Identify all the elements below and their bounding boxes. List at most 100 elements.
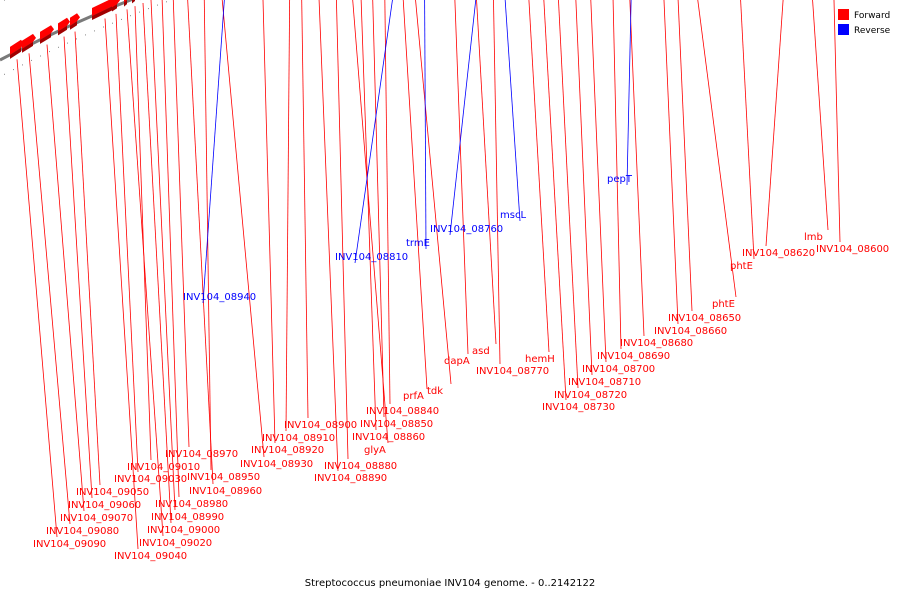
- gene-label-reverse: INV104_08940: [183, 292, 256, 303]
- gene-leader: [16, 59, 58, 538]
- gene-leader: [126, 9, 164, 537]
- gene-leader: [285, 0, 291, 432]
- gene-label-forward: INV104_08660: [654, 326, 727, 337]
- gene-label-forward: INV104_09000: [147, 525, 220, 536]
- gene-label-forward: asd: [472, 346, 490, 357]
- gene-forward: [40, 25, 54, 44]
- gene-label-forward: INV104_08690: [597, 351, 670, 362]
- guide-dot: [112, 22, 113, 24]
- tick-dots: [4, 0, 167, 75]
- gene-leader: [301, 0, 309, 419]
- guide-dot: [130, 15, 131, 17]
- gene-labels: INV104_09090 INV104_09080 INV104_09070 INV1…: [33, 174, 889, 562]
- gene-label-forward: INV104_08900: [284, 420, 357, 431]
- gene-label-forward: INV104_08860: [352, 432, 425, 443]
- gene-leader: [352, 0, 389, 444]
- gene-label-forward: INV104_09060: [68, 500, 141, 511]
- gene-leader: [318, 0, 339, 472]
- gene-label-forward: INV104_08980: [155, 499, 228, 510]
- gene-leader: [697, 0, 737, 298]
- gene-label-forward: INV104_09070: [60, 513, 133, 524]
- gene-label-forward: INV104_08880: [324, 461, 397, 472]
- legend-reverse: Reverse: [838, 24, 890, 39]
- gene-leader: [677, 0, 693, 312]
- guide-dot: [76, 38, 77, 40]
- legend-reverse-label: Reverse: [854, 26, 891, 36]
- gene-forward: [22, 33, 36, 53]
- gene-label-reverse: INV104_08760: [430, 224, 503, 235]
- gene-leader: [142, 3, 172, 524]
- guide-dot: [4, 0, 5, 1]
- gene-label-forward: INV104_08720: [554, 390, 627, 401]
- gene-leader: [372, 0, 385, 418]
- gene-label-forward: INV104_08840: [366, 406, 439, 417]
- gene-label-forward: glyA: [364, 445, 386, 456]
- gene-label-forward: INV104_08770: [476, 366, 549, 377]
- gene-label-forward: INV104_09030: [114, 474, 187, 485]
- gene-label-forward: INV104_08970: [165, 449, 238, 460]
- gene-leader: [203, 0, 212, 471]
- gene-label-forward: INV104_09020: [139, 538, 212, 549]
- gene-leader: [161, 0, 180, 498]
- guide-dot: [49, 51, 50, 53]
- gene-label-forward: dapA: [444, 356, 470, 367]
- gene-label-forward: INV104_08600: [816, 244, 889, 255]
- gene-label-forward: INV104_08650: [668, 313, 741, 324]
- gene-leader: [360, 0, 377, 431]
- gene-forward: [58, 17, 70, 36]
- gene-leader: [336, 0, 349, 460]
- gene-leader: [476, 0, 497, 345]
- guide-dot: [4, 73, 5, 75]
- guide-dot: [22, 64, 23, 66]
- gene-label-forward: INV104_08730: [542, 402, 615, 413]
- guide-dot: [31, 59, 32, 61]
- gene-leader: [590, 0, 607, 363]
- gene-forward: [92, 0, 118, 21]
- gene-label-forward: tdk: [427, 386, 443, 397]
- gene-label-forward: INV104_09040: [114, 551, 187, 562]
- gene-label-forward: INV104_08990: [151, 512, 224, 523]
- gene-label-forward: lmb: [804, 232, 823, 243]
- gene-leader: [202, 0, 225, 304]
- gene-leader: [765, 0, 784, 247]
- map-caption: Streptococcus pneumoniae INV104 genome. …: [304, 578, 596, 589]
- gene-leader: [415, 0, 452, 385]
- guide-dot: [40, 55, 41, 57]
- gene-leader: [812, 0, 829, 231]
- gene-label-forward: INV104_09010: [127, 462, 200, 473]
- guide-dot: [58, 46, 59, 48]
- gene-forward: [132, 0, 135, 4]
- guide-dot: [166, 1, 167, 3]
- gene-label-forward: INV104_08710: [568, 377, 641, 388]
- gene-leader: [46, 44, 85, 512]
- gene-label-reverse: pepT: [607, 174, 633, 185]
- gene-label-forward: phtE: [712, 299, 735, 310]
- gene-leader: [504, 0, 521, 222]
- gene-label-forward: INV104_08890: [314, 473, 387, 484]
- gene-leader: [262, 0, 276, 444]
- gene-leader: [384, 0, 391, 405]
- gene-leader: [402, 0, 428, 390]
- gene-leader: [626, 0, 632, 186]
- gene-label-reverse: INV104_08810: [335, 252, 408, 263]
- legend-forward: Forward: [838, 9, 890, 24]
- gene-leader: [543, 0, 567, 401]
- gene-leader: [663, 0, 679, 325]
- forward-swatch: [838, 9, 849, 20]
- gene-label-forward: hemH: [525, 354, 555, 365]
- gene-leader: [575, 0, 593, 376]
- gene-leader: [612, 0, 622, 350]
- gene-label-forward: INV104_09050: [76, 487, 149, 498]
- gene-label-forward: INV104_09090: [33, 539, 106, 550]
- reverse-swatch: [838, 24, 849, 35]
- legend: Forward Reverse: [838, 9, 890, 39]
- gene-label-forward: prfA: [403, 391, 424, 402]
- gene-label-reverse: trmE: [406, 238, 430, 249]
- gene-leader: [28, 53, 71, 525]
- gene-leader: [833, 0, 841, 243]
- gene-forward: [124, 0, 128, 7]
- gene-leader: [74, 31, 101, 486]
- gene-leader: [629, 0, 645, 337]
- gene-label-reverse: mscL: [500, 210, 526, 221]
